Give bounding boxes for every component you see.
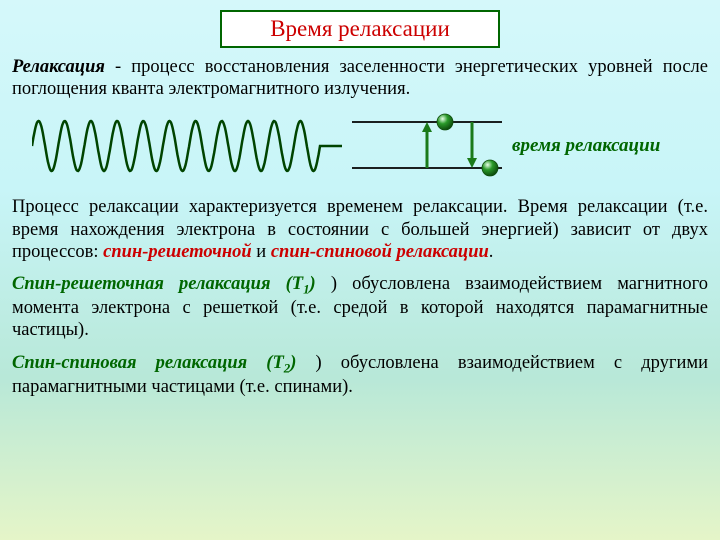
page-title: Время релаксации [270,16,450,41]
p2-end: . [489,242,494,262]
term-t1: Спин-решеточная релаксация (T1) [12,274,316,294]
definition-text: - процесс восстановления заселенности эн… [12,57,708,99]
term-spin-spin: спин-спиновой релаксации [271,242,489,262]
relaxation-time-label: время релаксации [512,135,660,157]
diagram-row: время релаксации [32,110,708,182]
spin-lattice-paragraph: Спин-решеточная релаксация (T1) ) обусло… [12,273,708,342]
title-box: Время релаксации [220,10,500,48]
wave-diagram [32,115,342,177]
term-spin-lattice: спин-решеточной [103,242,252,262]
p2-mid: и [252,242,271,262]
term-t2: Спин-спиновая релаксация (T2) [12,353,296,373]
term-relaxation: Релаксация [12,57,105,77]
definition-paragraph: Релаксация - процесс восстановления засе… [12,56,708,100]
processes-paragraph: Процесс релаксации характеризуется време… [12,196,708,263]
spin-spin-paragraph: Спин-спиновая релаксация (T2) ) обусловл… [12,352,708,398]
energy-levels-diagram [352,110,502,182]
